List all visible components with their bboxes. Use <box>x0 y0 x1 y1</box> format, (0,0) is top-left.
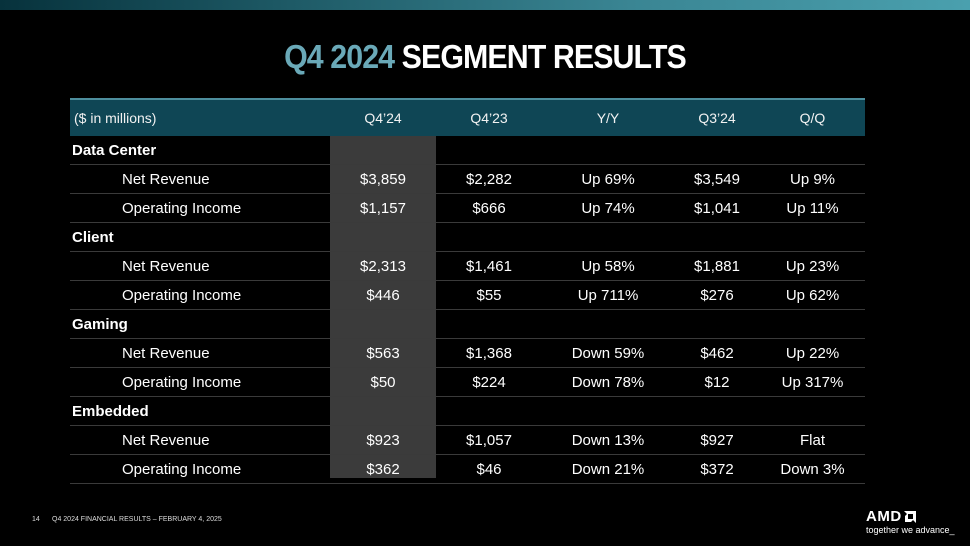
metric-label: Net Revenue <box>122 344 210 362</box>
metric-label: Operating Income <box>122 199 242 217</box>
table-row: Operating Income $1,157 $666 Up 74% $1,041 Up… <box>70 194 865 223</box>
value-cell: $12 <box>704 373 730 391</box>
value-cell: Up 74% <box>581 199 635 217</box>
header-cell: Q4’24 <box>364 110 402 126</box>
value-cell: Flat <box>799 431 825 449</box>
segment-row: Data Center <box>70 136 865 165</box>
metric-label: Net Revenue <box>122 431 210 449</box>
metric-label: Operating Income <box>122 373 242 391</box>
segment-row: Client <box>70 223 865 252</box>
value-cell: $1,368 <box>466 344 512 362</box>
metric-label: Net Revenue <box>122 257 210 275</box>
header-cell: Y/Y <box>596 110 620 126</box>
value-cell: Up 22% <box>785 344 840 362</box>
amd-arrow-icon <box>903 510 916 523</box>
header-cell: Q/Q <box>799 110 826 126</box>
metric-label: Operating Income <box>122 460 242 478</box>
table-row: Net Revenue $923 $1,057 Down 13% $927 Flat <box>70 426 865 455</box>
page-number: 14 <box>32 516 40 523</box>
metric-label: Operating Income <box>122 286 242 304</box>
value-cell: $1,041 <box>694 199 740 217</box>
top-gradient-bar <box>0 0 970 10</box>
table-row: Net Revenue $3,859 $2,282 Up 69% $3,549 Up 9% <box>70 165 865 194</box>
table-body: Data Center Net Revenue $3,859 $2,282 Up 69%… <box>70 136 865 484</box>
value-cell: Down 21% <box>571 460 645 478</box>
value-cell: Up 23% <box>785 257 840 275</box>
value-cell: $3,859 <box>360 170 406 188</box>
value-cell: $2,282 <box>466 170 512 188</box>
value-cell: $927 <box>700 431 734 449</box>
header-cell: ($ in millions) <box>74 110 157 126</box>
value-cell: Down 13% <box>571 431 645 449</box>
amd-logo: AMD together we advance_ <box>866 508 955 535</box>
segment-row: Embedded <box>70 397 865 426</box>
value-cell: Up 711% <box>577 286 639 304</box>
value-cell: $1,461 <box>466 257 512 275</box>
logo-text: AMD <box>866 508 902 525</box>
value-cell: $666 <box>472 199 506 217</box>
value-cell: $563 <box>366 344 400 362</box>
title-accent: Q4 2024 <box>284 38 395 75</box>
value-cell: $1,157 <box>360 199 406 217</box>
table-row: Operating Income $50 $224 Down 78% $12 Up 317… <box>70 368 865 397</box>
value-cell: Up 62% <box>785 286 840 304</box>
segment-label: Data Center <box>72 141 157 159</box>
logo-tagline: together we advance_ <box>866 525 955 535</box>
table-row: Net Revenue $563 $1,368 Down 59% $462 Up 22% <box>70 339 865 368</box>
segment-label: Gaming <box>72 315 128 333</box>
value-cell: Up 69% <box>581 170 635 188</box>
value-cell: $55 <box>476 286 502 304</box>
segment-label: Client <box>72 228 114 246</box>
table-row: Operating Income $362 $46 Down 21% $372 Down … <box>70 455 865 484</box>
value-cell: Down 3% <box>780 460 845 478</box>
segment-label: Embedded <box>72 402 149 420</box>
segment-results-table: ($ in millions) Q4’24 Q4’23 Y/Y Q3’24 Q/… <box>70 98 865 484</box>
slide-title: Q4 2024 SEGMENT RESULTS <box>39 38 931 76</box>
value-cell: $46 <box>476 460 502 478</box>
value-cell: $1,057 <box>466 431 512 449</box>
value-cell: $446 <box>366 286 400 304</box>
value-cell: $3,549 <box>694 170 740 188</box>
value-cell: Down 59% <box>571 344 645 362</box>
header-cell: Q4’23 <box>470 110 508 126</box>
header-cell: Q3’24 <box>698 110 736 126</box>
highlight-column <box>330 134 436 478</box>
title-main: SEGMENT RESULTS <box>401 38 687 75</box>
value-cell: $276 <box>700 286 734 304</box>
value-cell: Up 317% <box>781 373 844 391</box>
value-cell: $923 <box>366 431 400 449</box>
value-cell: $462 <box>700 344 734 362</box>
value-cell: $372 <box>700 460 734 478</box>
value-cell: Up 58% <box>581 257 635 275</box>
value-cell: Down 78% <box>571 373 645 391</box>
table-row: Net Revenue $2,313 $1,461 Up 58% $1,881 Up 23… <box>70 252 865 281</box>
value-cell: Up 11% <box>786 199 839 217</box>
footer-text: Q4 2024 FINANCIAL RESULTS – FEBRUARY 4, … <box>52 516 222 523</box>
value-cell: $2,313 <box>360 257 406 275</box>
value-cell: $50 <box>370 373 396 391</box>
metric-label: Net Revenue <box>122 170 210 188</box>
segment-row: Gaming <box>70 310 865 339</box>
value-cell: $362 <box>366 460 400 478</box>
table-row: Operating Income $446 $55 Up 711% $276 Up 62% <box>70 281 865 310</box>
value-cell: $224 <box>472 373 506 391</box>
value-cell: Up 9% <box>789 170 836 188</box>
value-cell: $1,881 <box>694 257 740 275</box>
table-header: ($ in millions) Q4’24 Q4’23 Y/Y Q3’24 Q/… <box>70 98 865 136</box>
